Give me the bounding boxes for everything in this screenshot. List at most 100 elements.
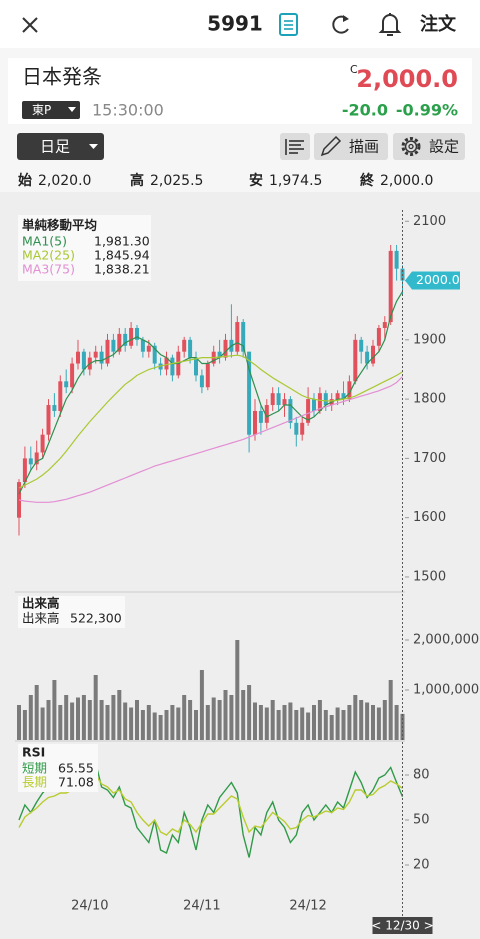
ohlc-row: 始 2,020.0 高 2,025.5 安 1,974.5 終 2,000.0 (18, 172, 433, 189)
close-button[interactable] (22, 17, 38, 33)
candle-body (199, 375, 204, 388)
legend-box (18, 596, 125, 628)
volume-bar (176, 707, 181, 740)
candle-body (188, 339, 193, 358)
legend-entry: MA3(75) (22, 262, 75, 277)
volume-bar (359, 700, 364, 740)
x-tick-label: 24/10 (71, 899, 108, 914)
chart-background (0, 192, 480, 939)
volume-bar (146, 705, 151, 740)
alert-icon[interactable] (378, 13, 402, 36)
volume-bar (217, 700, 222, 740)
x-tick-label: 24/11 (183, 899, 220, 914)
volume-bar (306, 712, 311, 740)
indicator-button[interactable] (280, 133, 310, 160)
volume-bar (46, 700, 51, 740)
candle-body (194, 357, 198, 376)
candle-body (371, 345, 375, 364)
close-value: 2,000.0 (380, 173, 433, 189)
crosshair-label: < 12/30 > (371, 919, 433, 933)
candle-body (93, 351, 98, 358)
y-tick-label: 2,000,000 (413, 633, 479, 648)
candle-body (223, 339, 228, 358)
y-tick-label: 1,000,000 (413, 683, 479, 698)
candle-body (306, 399, 311, 423)
candle-body (205, 363, 210, 388)
dropdown-arrow (68, 107, 76, 112)
moving-average-line (18, 291, 404, 495)
candle-body (182, 339, 187, 352)
high-label: 高 (130, 172, 144, 189)
candle-body (353, 339, 358, 382)
y-tick-label: 1900 (413, 332, 446, 347)
dropdown-arrow (89, 144, 98, 149)
candle-body (152, 345, 157, 364)
y-tick-label: 1500 (413, 569, 446, 584)
candle-body (264, 405, 269, 423)
volume-bar (247, 685, 252, 740)
volume-bar (282, 705, 287, 740)
candle-body (394, 250, 399, 269)
volume-bar (241, 690, 246, 740)
candle-body (17, 482, 21, 518)
volume-bar (129, 707, 134, 740)
candle-body (270, 393, 275, 406)
volume-bar (135, 700, 139, 740)
volume-bar (34, 685, 39, 740)
low-label: 安 (249, 172, 263, 189)
news-icon[interactable] (279, 13, 298, 36)
legend-entry: 短期 (22, 761, 47, 776)
volume-bar (64, 695, 69, 740)
y-tick-label: 1800 (413, 392, 446, 407)
volume-bar (335, 707, 340, 740)
legend-label: 出来高 (22, 611, 60, 626)
legend-value: 522,300 (70, 611, 122, 626)
candle-body (335, 393, 340, 400)
volume-bar (323, 710, 328, 740)
volume-bar (223, 690, 228, 740)
market-badge[interactable] (22, 101, 80, 119)
legend-box (18, 744, 98, 792)
candle-body (258, 410, 263, 423)
candle-body (317, 393, 322, 411)
candle-body (28, 458, 33, 465)
candle-body (81, 351, 86, 370)
volume-bar (317, 700, 322, 740)
price-change: -20.0 (342, 101, 388, 120)
candle-body (300, 422, 305, 435)
draw-label: 描画 (349, 138, 379, 156)
volume-bar (388, 680, 393, 740)
candle-body (70, 363, 75, 388)
candle-body (241, 322, 246, 352)
legend-value: 65.55 (58, 761, 94, 776)
candle-body (64, 381, 69, 388)
volume-bar (152, 712, 157, 740)
volume-bar (111, 695, 116, 740)
candle-body (140, 339, 145, 352)
refresh-icon[interactable] (332, 15, 349, 34)
volume-bar (264, 707, 269, 740)
y-tick-label: 1600 (413, 510, 446, 525)
volume-bar (382, 700, 387, 740)
volume-bar (170, 705, 175, 740)
candle-body (46, 405, 51, 435)
open-label: 始 (18, 172, 32, 189)
volume-bar (288, 702, 293, 740)
volume-bar (164, 710, 169, 740)
volume-bar (341, 710, 346, 740)
period-label: 日足 (40, 138, 70, 156)
indicator-icon (285, 139, 304, 155)
volume-bar (211, 697, 216, 740)
candle-body (341, 393, 346, 400)
candle-body (276, 393, 281, 406)
period-button[interactable] (17, 133, 104, 160)
volume-bar (40, 707, 45, 740)
volume-bar (140, 710, 145, 740)
settings-label: 設定 (429, 138, 459, 156)
order-button[interactable]: 注文 (420, 13, 457, 35)
candle-body (164, 357, 169, 370)
candle-body (135, 327, 139, 340)
low-value: 1,974.5 (269, 173, 322, 189)
panel-title: 出来高 (22, 596, 60, 611)
volume-bar (52, 680, 57, 740)
